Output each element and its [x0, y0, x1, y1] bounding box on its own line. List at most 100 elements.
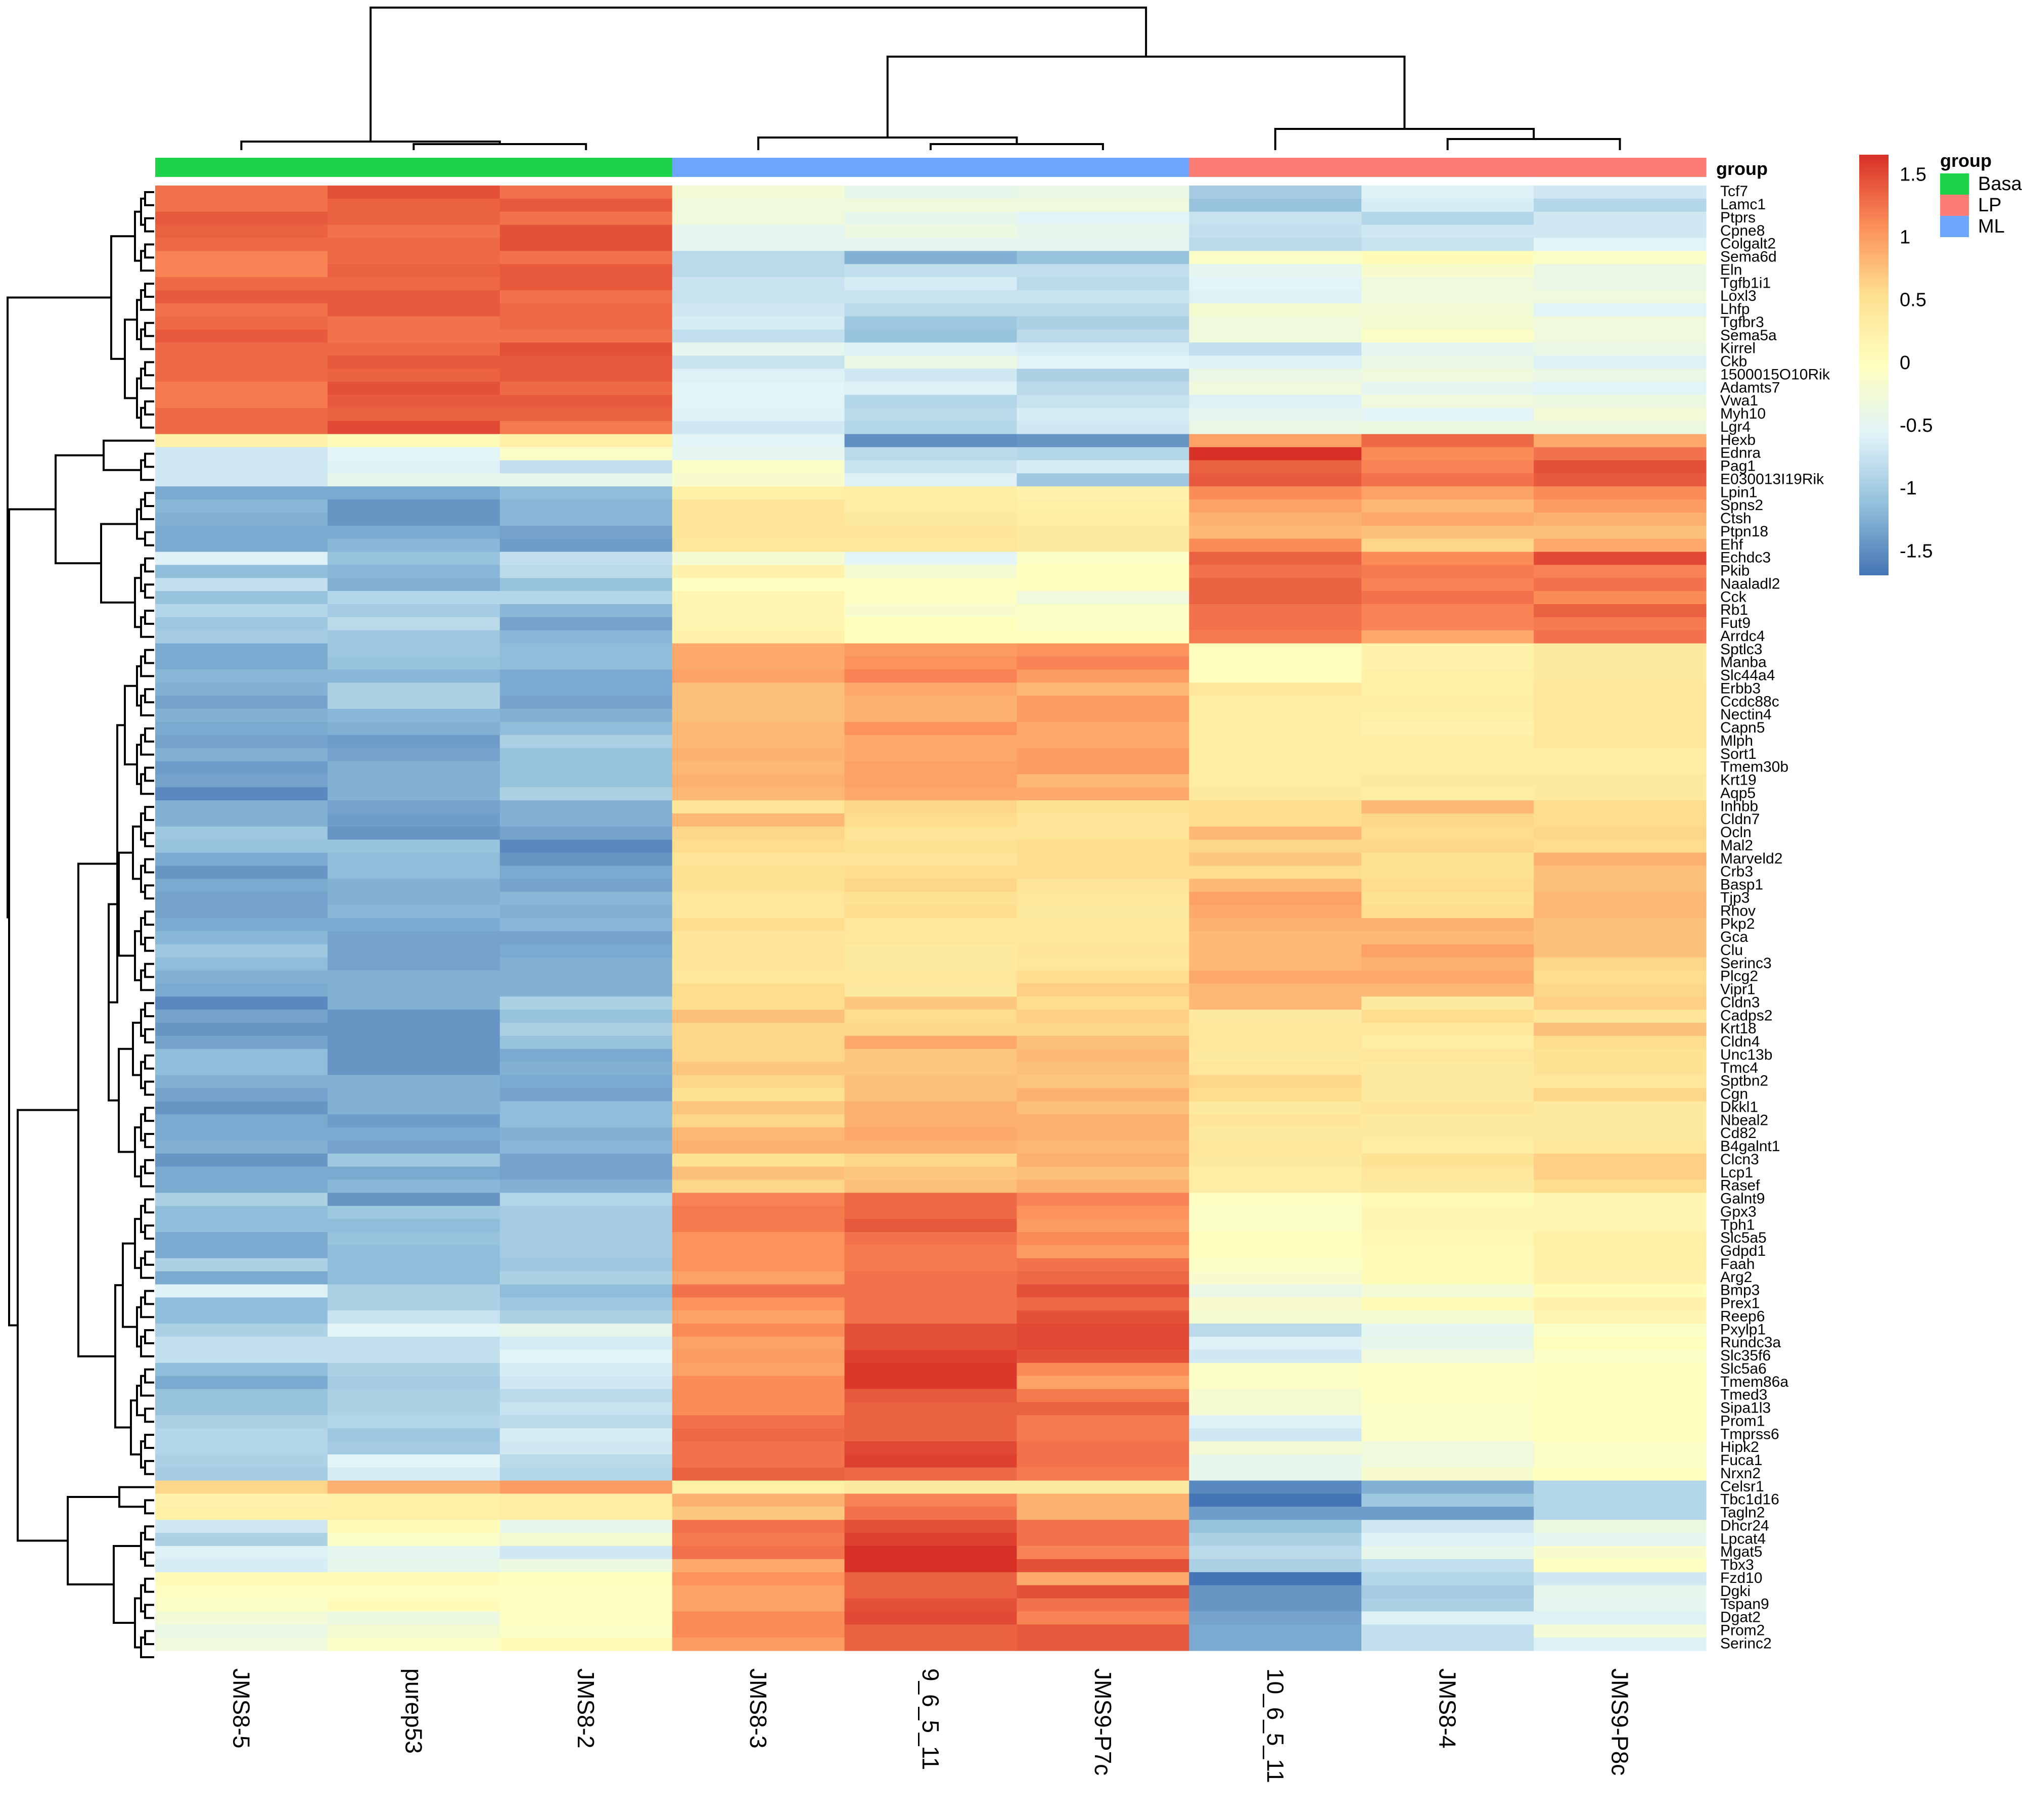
heatmap-cell [1361, 421, 1534, 435]
heatmap-cell [499, 1035, 673, 1050]
heatmap-cell [1189, 996, 1362, 1010]
dendrogram-link [144, 492, 154, 507]
heatmap-cell [499, 983, 673, 997]
heatmap-cell [1534, 996, 1707, 1010]
heatmap-cell [327, 1507, 500, 1520]
heatmap-cell [672, 538, 845, 553]
heatmap-cell [499, 1232, 673, 1246]
gene-label: Lamc1 [1720, 196, 1766, 213]
dendrogram-link [412, 143, 587, 150]
dendrogram-link [144, 1407, 154, 1423]
heatmap-cell [1189, 735, 1362, 749]
heatmap-cell [1189, 983, 1362, 997]
heatmap-cell [499, 316, 673, 330]
heatmap-cell [499, 525, 673, 539]
heatmap-cell [844, 290, 1018, 304]
column-dendrogram [240, 7, 1621, 150]
heatmap-cell [499, 434, 673, 448]
heatmap-cell [1189, 211, 1362, 225]
heatmap-cell [1017, 473, 1189, 487]
heatmap-cell [1361, 525, 1534, 539]
heatmap-cell [672, 1245, 845, 1259]
heatmap-cell [499, 1101, 673, 1115]
heatmap-cell [499, 1324, 673, 1337]
heatmap-cell [1534, 1546, 1707, 1560]
heatmap-cell [499, 1271, 673, 1285]
heatmap-cell [1534, 892, 1707, 905]
heatmap-cell [1534, 1572, 1707, 1586]
heatmap-cell [327, 1179, 500, 1193]
heatmap-cell [327, 1520, 500, 1533]
heatmap-cell [1534, 1362, 1707, 1377]
heatmap-cell [1361, 866, 1534, 879]
heatmap-cell [327, 473, 500, 487]
gene-label: Sort1 [1720, 746, 1757, 762]
heatmap-cell [1189, 1572, 1362, 1586]
heatmap-cell [499, 1310, 673, 1324]
heatmap-cell [844, 617, 1018, 631]
gene-label: Mlph [1720, 733, 1753, 749]
gene-label: Dkkl1 [1720, 1099, 1758, 1116]
heatmap-cell [155, 1389, 328, 1402]
heatmap-cell [844, 931, 1018, 945]
gene-label: Tgfb1i1 [1720, 275, 1771, 291]
heatmap-cell [1361, 316, 1534, 330]
heatmap-cell [1534, 277, 1707, 291]
heatmap-cell [327, 1598, 500, 1612]
heatmap-cell [327, 1127, 500, 1141]
heatmap-cell [1189, 879, 1362, 892]
heatmap-cell [672, 839, 845, 853]
heatmap-cell [1017, 630, 1189, 644]
heatmap-cell [1361, 774, 1534, 788]
heatmap-cell [1534, 1179, 1707, 1193]
gene-label: Eln [1720, 262, 1742, 279]
heatmap-cell [1189, 696, 1362, 709]
dendrogram-link [140, 969, 154, 991]
heatmap-cell [327, 186, 500, 199]
heatmap-cell [1534, 355, 1707, 369]
heatmap-cell [1017, 996, 1189, 1010]
heatmap-cell [1189, 970, 1362, 984]
gene-label: Tph1 [1720, 1216, 1755, 1233]
heatmap-cell [1361, 656, 1534, 670]
heatmap-cell [672, 1310, 845, 1324]
heatmap-cell [672, 696, 845, 709]
heatmap-cell [1189, 264, 1362, 278]
heatmap-cell [1534, 630, 1707, 644]
heatmap-cell [499, 1454, 673, 1468]
gene-label: Adamts7 [1720, 379, 1780, 396]
heatmap-cell [1189, 1166, 1362, 1180]
heatmap-cell [327, 1075, 500, 1088]
dendrogram-link [930, 143, 1104, 150]
heatmap-cell [327, 578, 500, 592]
heatmap-cell [155, 473, 328, 487]
heatmap-cell [672, 1114, 845, 1128]
heatmap-cell [1361, 1493, 1534, 1507]
heatmap-cell [155, 264, 328, 278]
heatmap-cell [1534, 800, 1707, 814]
heatmap-cell [1361, 826, 1534, 840]
heatmap-cell [1189, 382, 1362, 395]
heatmap-cell [672, 277, 845, 291]
gene-label: Slc35f6 [1720, 1347, 1771, 1364]
gene-label: Tjp3 [1720, 890, 1750, 906]
dendrogram-link [140, 406, 154, 429]
heatmap-cell [327, 839, 500, 853]
heatmap-cell [155, 224, 328, 239]
heatmap-cell [155, 1585, 328, 1599]
heatmap-cell [327, 1324, 500, 1337]
heatmap-cell [1189, 486, 1362, 500]
column-label: JMS9-P7c [1090, 1668, 1116, 1776]
heatmap-cell [844, 892, 1018, 905]
heatmap-cell [844, 473, 1018, 487]
heatmap-cell [672, 866, 845, 879]
colorbar-tick-label: -1 [1900, 478, 1917, 499]
heatmap-cell [1361, 198, 1534, 212]
colorbar-ticks: 1.5 1 0.5 0 -0.5 -1 -1.5 [1900, 164, 1933, 562]
heatmap-cell [672, 251, 845, 264]
heatmap-cell [1534, 787, 1707, 801]
heatmap-cell [155, 852, 328, 867]
heatmap-cell [844, 1140, 1018, 1154]
heatmap-cell [499, 1179, 673, 1193]
